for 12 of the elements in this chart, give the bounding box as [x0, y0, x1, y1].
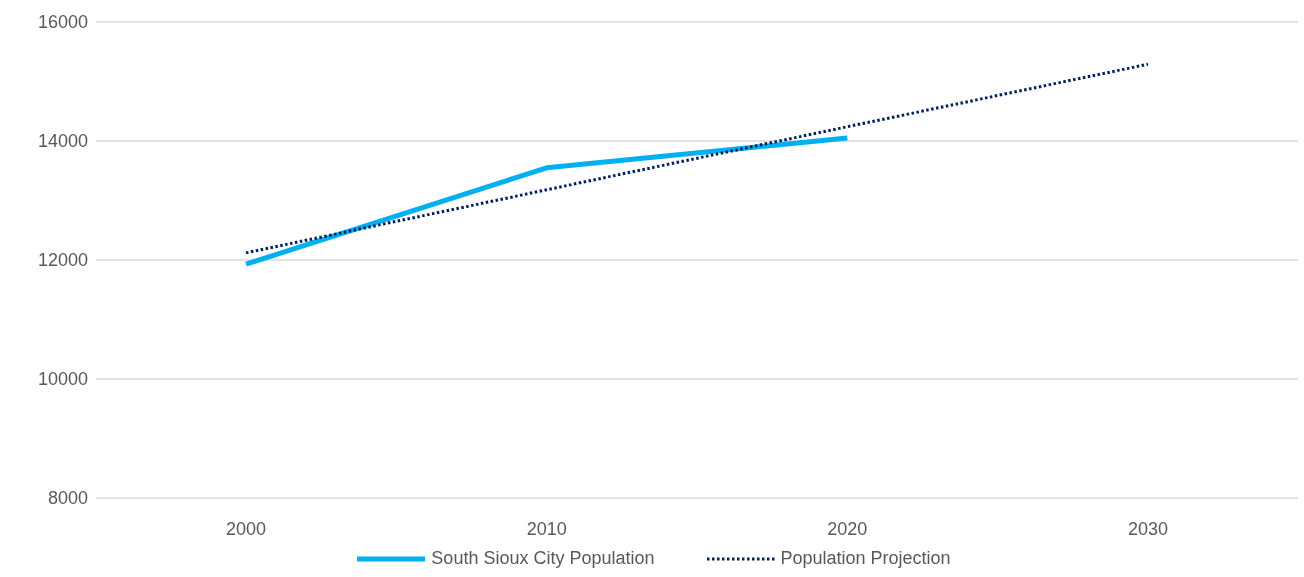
y-tick-label: 8000	[47, 488, 88, 509]
legend-label: Population Projection	[780, 548, 951, 569]
y-tick-label: 12000	[37, 250, 88, 271]
line-series	[244, 62, 1150, 255]
x-tick-label: 2010	[526, 518, 567, 539]
x-tick-label: 2030	[1127, 518, 1169, 539]
x-tick-label: 2020	[827, 518, 868, 539]
y-tick-label: 16000	[37, 12, 88, 33]
legend-label: South Sioux City Population	[431, 548, 655, 569]
y-tick-label: 14000	[37, 131, 88, 152]
y-tick-label: 10000	[37, 369, 88, 390]
x-tick-label: 2000	[225, 518, 267, 539]
